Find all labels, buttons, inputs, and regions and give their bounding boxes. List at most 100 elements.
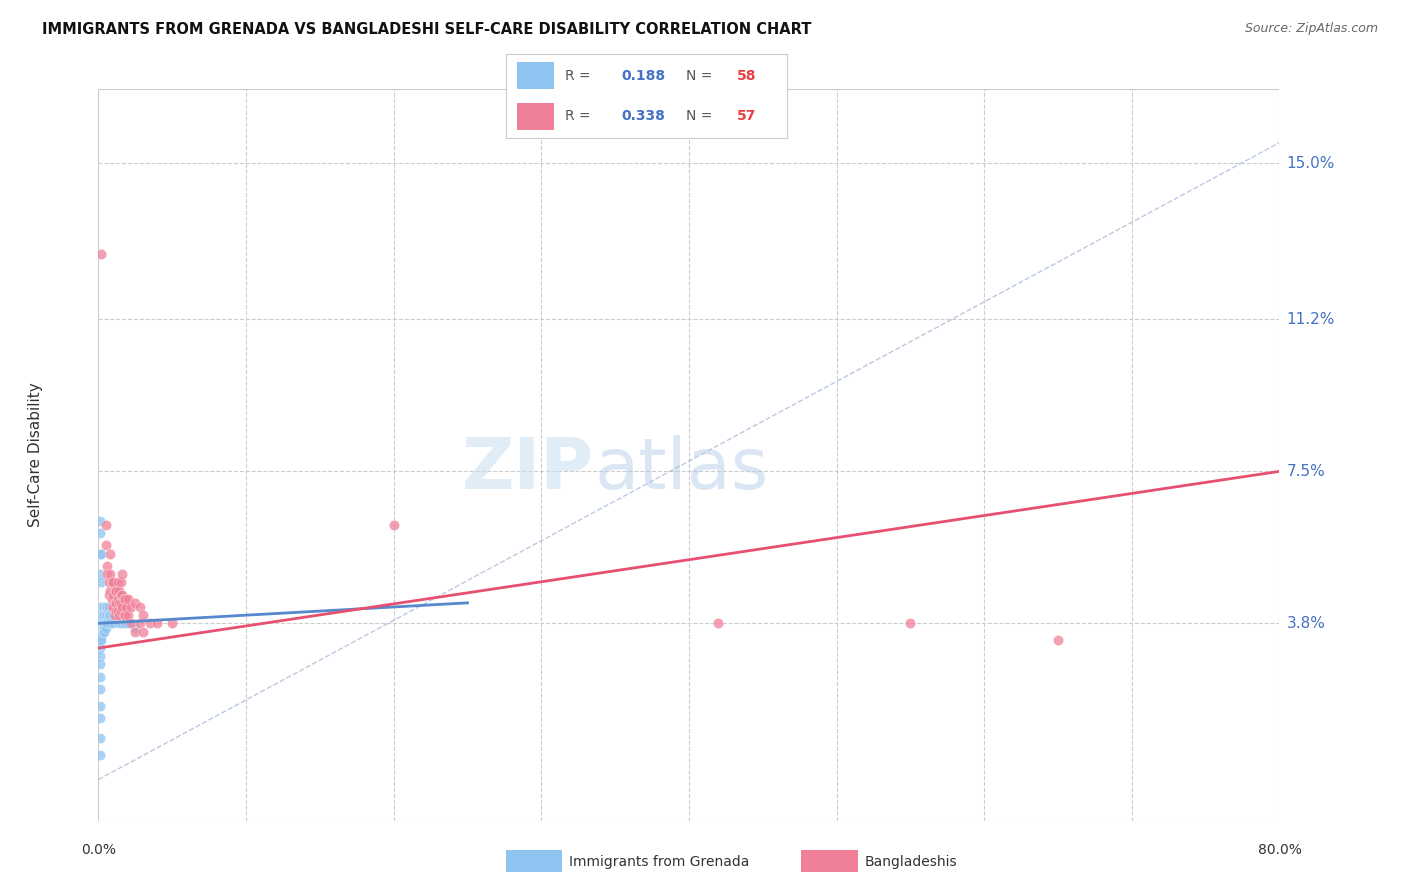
Point xyxy=(97,599,120,614)
Point xyxy=(89,620,111,634)
Point xyxy=(90,624,112,639)
Point xyxy=(108,608,131,623)
Point xyxy=(132,624,155,639)
Point xyxy=(112,591,135,606)
Point xyxy=(98,616,121,631)
Text: N =: N = xyxy=(686,69,713,83)
Text: 15.0%: 15.0% xyxy=(1286,156,1334,170)
Point xyxy=(89,747,111,762)
Point xyxy=(103,575,125,590)
Point xyxy=(90,620,112,634)
Point xyxy=(103,588,125,602)
Point xyxy=(120,616,142,631)
Point xyxy=(97,588,120,602)
Point xyxy=(100,599,122,614)
Point xyxy=(146,616,169,631)
Point xyxy=(107,591,129,606)
Point xyxy=(139,616,162,631)
Point xyxy=(110,604,132,618)
Point xyxy=(108,583,131,598)
Point xyxy=(96,608,118,623)
Point xyxy=(89,632,111,647)
Point xyxy=(108,616,131,631)
Point xyxy=(108,596,131,610)
Point xyxy=(89,547,111,561)
Text: 11.2%: 11.2% xyxy=(1286,312,1334,326)
Point xyxy=(93,616,115,631)
Point xyxy=(117,608,139,623)
Point xyxy=(96,616,118,631)
Point xyxy=(104,596,127,610)
Point xyxy=(96,599,118,614)
Point xyxy=(89,698,111,713)
Text: R =: R = xyxy=(565,69,591,83)
Point xyxy=(114,616,136,631)
Point xyxy=(94,616,117,631)
Text: 3.8%: 3.8% xyxy=(1286,615,1326,631)
Point xyxy=(90,575,112,590)
Point xyxy=(105,583,128,598)
Point xyxy=(90,599,112,614)
Point xyxy=(132,608,155,623)
Point xyxy=(124,620,146,634)
Text: 57: 57 xyxy=(737,109,756,123)
Text: Source: ZipAtlas.com: Source: ZipAtlas.com xyxy=(1244,22,1378,36)
Point xyxy=(91,616,114,631)
Text: Immigrants from Grenada: Immigrants from Grenada xyxy=(569,855,749,869)
Point xyxy=(91,599,114,614)
Point xyxy=(94,538,117,552)
Point xyxy=(89,514,111,528)
Point xyxy=(89,616,111,631)
Point xyxy=(111,588,134,602)
Point xyxy=(98,547,121,561)
Point xyxy=(103,608,125,623)
Point xyxy=(89,670,111,684)
Point xyxy=(93,608,115,623)
Point xyxy=(94,599,117,614)
Point xyxy=(90,616,112,631)
Point xyxy=(112,608,135,623)
Point xyxy=(114,608,136,623)
Point xyxy=(89,731,111,746)
Point xyxy=(96,567,118,582)
Text: 0.338: 0.338 xyxy=(621,109,665,123)
Point xyxy=(89,599,111,614)
Point xyxy=(89,649,111,664)
Point xyxy=(124,596,146,610)
Point xyxy=(100,591,122,606)
Point xyxy=(91,620,114,634)
Point xyxy=(104,608,127,623)
Text: 58: 58 xyxy=(737,69,756,83)
Text: 0.188: 0.188 xyxy=(621,69,665,83)
Point xyxy=(162,616,183,631)
Point xyxy=(107,575,129,590)
Point xyxy=(90,547,112,561)
Point xyxy=(105,596,128,610)
Point xyxy=(124,624,146,639)
Point xyxy=(100,575,122,590)
Point xyxy=(91,624,114,639)
Text: R =: R = xyxy=(565,109,591,123)
Point xyxy=(90,608,112,623)
Point xyxy=(89,657,111,672)
Point xyxy=(900,616,922,631)
Point xyxy=(120,599,142,614)
Point xyxy=(97,575,120,590)
Point xyxy=(117,616,139,631)
Point xyxy=(128,599,150,614)
Point xyxy=(94,517,117,532)
Point xyxy=(114,591,136,606)
Point xyxy=(98,567,121,582)
Point xyxy=(90,246,112,260)
Text: atlas: atlas xyxy=(595,435,769,504)
Text: 80.0%: 80.0% xyxy=(1257,843,1302,857)
Point xyxy=(89,526,111,541)
Point xyxy=(105,604,128,618)
Point xyxy=(111,567,134,582)
Point xyxy=(93,624,115,639)
Point xyxy=(94,620,117,634)
FancyBboxPatch shape xyxy=(517,62,554,89)
Point xyxy=(89,682,111,697)
Point xyxy=(89,567,111,582)
Point xyxy=(93,620,115,634)
